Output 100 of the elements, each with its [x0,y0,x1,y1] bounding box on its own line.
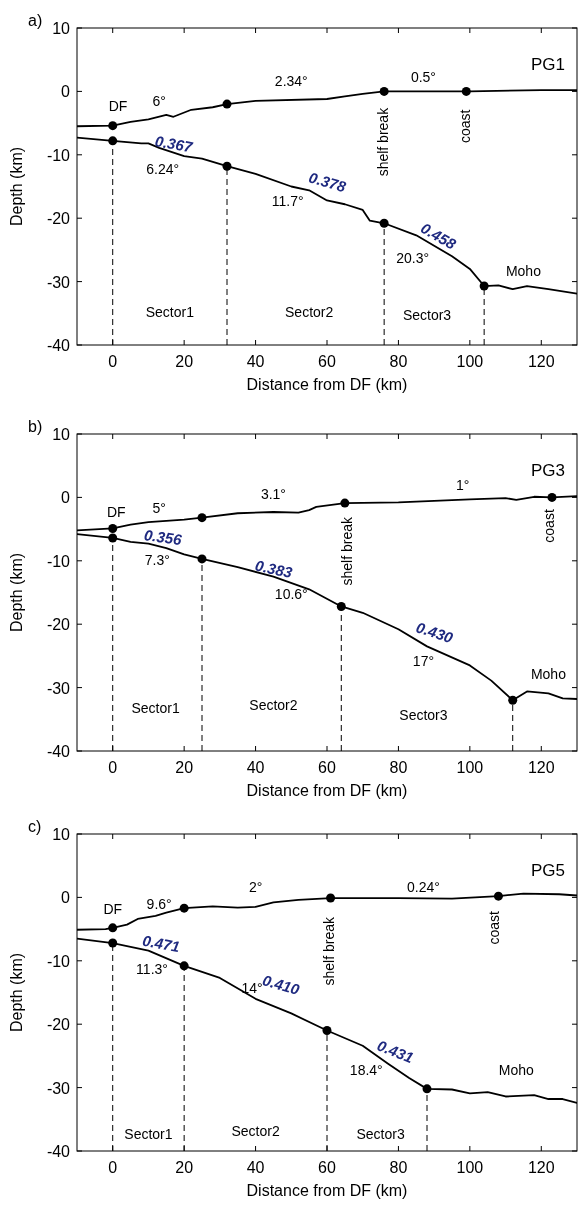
point [340,498,350,508]
point [108,136,118,146]
x-tick-label: 40 [246,353,265,370]
y-tick-label: -20 [46,1016,71,1034]
x-tick-label: 60 [318,1159,336,1176]
x-tick-label: 0 [108,1159,118,1176]
y-tick-label: -40 [46,743,71,760]
y-tick-label: -30 [46,273,71,291]
annotation: Sector1 [145,304,195,320]
annotation: Moho [505,262,542,279]
text: PG3 [530,461,565,480]
point [108,523,118,533]
x-tick-label: 0 [108,353,118,370]
point [479,281,489,291]
annotation: coast [485,910,502,945]
annotation: 0.367 [153,132,195,156]
annotation: DF [103,900,123,917]
x-axis-title: Distance from DF (km) [246,1182,408,1199]
annotation: coast [540,509,557,543]
point [179,903,189,913]
y-axis-title: Depth (km) [8,146,25,227]
annotation: 0.378 [307,168,349,196]
annotation: 0.356 [143,526,184,549]
x-tick-label: 120 [527,1159,555,1176]
y-tick-label: -20 [46,210,71,228]
x-tick-label: 40 [246,1159,265,1176]
point [179,961,189,971]
annotation: 18.4° [349,1062,383,1079]
text: a) [28,12,43,29]
y-tick-label: 10 [52,20,71,37]
annotation: Sector3 [402,307,452,324]
annotation: 2.34° [274,72,308,89]
annotation: 17° [412,652,435,669]
x-tick-label: 60 [318,759,336,776]
annotation: shelf break [374,106,391,177]
y-tick-label: 10 [52,826,71,843]
annotation: 3.1° [260,486,286,503]
point [336,601,346,611]
annotation: Sector3 [399,706,448,723]
point [508,695,518,705]
point [222,99,232,109]
annotation: Sector2 [249,697,298,714]
y-tick-label: -30 [46,679,71,697]
point [108,121,118,131]
annotation: 5° [152,499,166,516]
y-tick-label: -10 [46,552,71,570]
y-tick-label: 0 [61,489,71,507]
point [379,86,389,96]
text: c) [28,818,42,835]
annotation: coast [456,109,473,143]
text: b) [28,418,43,435]
x-tick-label: 120 [527,353,555,370]
point [197,513,207,523]
x-tick-label: 100 [456,353,484,370]
y-tick-label: -40 [46,337,71,354]
annotation: 20.3° [396,250,430,267]
point [108,938,118,948]
x-tick-label: 20 [175,353,194,370]
y-axis-title: Depth (km) [8,552,25,633]
x-tick-label: 20 [175,759,194,776]
point [222,161,232,171]
annotation: 0.5° [410,69,436,86]
point [461,86,471,96]
annotation: shelf break [339,516,356,586]
annotation: 11.3° [136,961,168,978]
x-tick-label: 20 [175,1159,194,1176]
annotation: Sector1 [131,700,180,717]
point [422,1084,432,1094]
x-tick-label: 40 [246,759,265,776]
point [108,923,118,933]
annotation: 0.458 [417,219,460,253]
annotation: Sector2 [285,304,334,320]
x-tick-label: 100 [456,1159,484,1176]
x-tick-label: 120 [527,759,555,776]
annotation: 10.6° [274,586,308,603]
annotation: Moho [498,1062,534,1079]
x-tick-label: 0 [108,759,118,776]
point [197,554,207,564]
annotation: Sector1 [124,1125,173,1142]
y-tick-label: 0 [61,83,71,101]
point [547,492,557,502]
x-tick-label: 100 [456,759,484,776]
annotation: 0.471 [141,931,182,956]
annotation: DF [108,97,128,114]
y-tick-label: -40 [46,1143,71,1160]
y-tick-label: -10 [46,146,71,164]
annotation: Sector2 [231,1122,280,1139]
annotation: 1° [456,476,470,493]
y-axis-title: Depth (km) [8,952,25,1033]
point [379,218,389,228]
point [108,533,118,543]
annotation: Sector3 [356,1125,405,1142]
annotation: 11.7° [271,193,304,210]
x-axis-title: Distance from DF (km) [246,376,408,393]
x-tick-label: 80 [389,759,408,776]
x-tick-label: 80 [389,1159,408,1176]
annotation: 14° [241,980,263,997]
y-tick-label: 10 [52,426,71,443]
annotation: 0.430 [414,618,456,647]
y-tick-label: -30 [46,1079,71,1097]
